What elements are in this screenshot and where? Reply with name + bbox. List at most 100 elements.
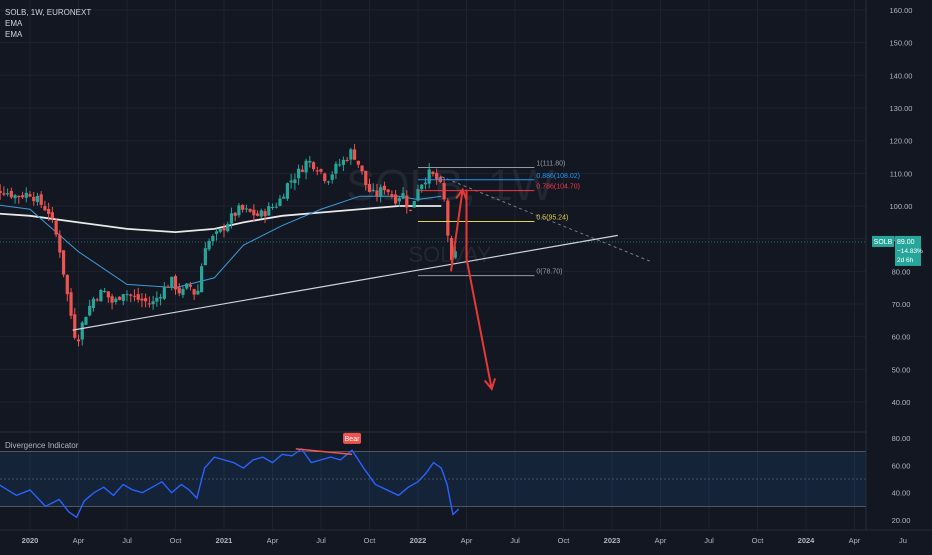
candle-up xyxy=(103,290,107,293)
candle-up xyxy=(203,248,207,266)
price-candles xyxy=(0,144,457,347)
price-axis-tick-label: 70.00 xyxy=(892,300,911,309)
rsi-axis-tick-label: 60.00 xyxy=(892,461,911,470)
price-axis-tick-label: 120.00 xyxy=(890,137,913,146)
time-axis-tick-label: Jul xyxy=(704,536,714,545)
candle-down xyxy=(255,213,260,216)
candle-down xyxy=(263,211,267,217)
candle-down xyxy=(73,314,77,338)
candle-up xyxy=(334,163,338,174)
candle-down xyxy=(233,212,237,216)
candle-up xyxy=(244,208,248,210)
time-axis-tick-label: Jul xyxy=(122,536,132,545)
fib-level-label: 0(78.70) xyxy=(536,269,562,276)
fib-level-label: 0.786(104.70) xyxy=(536,184,580,191)
price-axis-tick-label: 60.00 xyxy=(892,333,911,342)
candle-down xyxy=(319,169,323,172)
candle-down xyxy=(76,339,81,342)
candle-down xyxy=(375,190,379,197)
symbol-badge xyxy=(872,235,894,247)
candle-up xyxy=(379,187,383,197)
bear-label: Bear xyxy=(345,436,360,443)
projection-arrow-head xyxy=(483,378,497,391)
symbol-line[interactable]: SOLB, 1W, EURONEXT xyxy=(5,8,92,17)
candle-down xyxy=(446,200,450,236)
candle-down xyxy=(311,162,316,170)
candle-down xyxy=(323,173,327,182)
bar-countdown: 2d 6h xyxy=(897,257,914,264)
time-axis-tick-label: Apr xyxy=(655,536,667,545)
candle-down xyxy=(405,195,409,208)
candle-up xyxy=(226,224,230,232)
time-axis-tick-label: Jul xyxy=(510,536,520,545)
candle-up xyxy=(6,193,10,195)
time-axis-tick-label: 2023 xyxy=(604,536,621,545)
candle-up xyxy=(121,294,125,301)
candle-up xyxy=(170,276,174,288)
price-axis-tick-label: 150.00 xyxy=(890,39,913,48)
candle-up xyxy=(278,198,282,206)
candle-down xyxy=(252,209,256,216)
time-axis-tick-label: Oct xyxy=(170,536,183,545)
rsi-line xyxy=(0,447,460,519)
candle-up xyxy=(349,149,353,160)
candle-up xyxy=(304,160,308,173)
time-axis-tick-label: Ju xyxy=(899,536,907,545)
candle-up xyxy=(211,236,215,242)
price-axis-tick-label: 160.00 xyxy=(890,6,913,15)
price-axis-tick-label: 40.00 xyxy=(892,398,911,407)
candle-up xyxy=(185,283,189,289)
candle-down xyxy=(449,238,454,261)
candle-down xyxy=(110,296,114,303)
candle-up xyxy=(155,297,159,302)
candle-down xyxy=(248,208,252,212)
candle-down xyxy=(140,298,144,301)
candle-down xyxy=(69,292,73,316)
candle-down xyxy=(32,196,36,202)
candle-up xyxy=(267,206,271,216)
candle-up xyxy=(35,196,40,202)
candle-down xyxy=(61,250,66,275)
fib-level-label: 0.5(95.24) xyxy=(536,215,568,222)
candle-down xyxy=(54,220,58,235)
time-axis-tick-label: Jul xyxy=(316,536,326,545)
time-axis-bg xyxy=(0,530,932,550)
indicator-ema-2[interactable]: EMA xyxy=(5,30,23,39)
indicator-ema-1[interactable]: EMA xyxy=(5,19,23,28)
price-badge: SOLB 89.00 −14.83% 2d 6h xyxy=(872,235,923,266)
candle-down xyxy=(132,295,137,297)
candle-down xyxy=(241,205,245,210)
candle-down xyxy=(435,172,439,180)
ema-slow-line xyxy=(0,205,442,234)
price-badge-box xyxy=(895,235,921,266)
candle-up xyxy=(308,160,312,163)
candle-down xyxy=(65,274,69,295)
time-axis-tick-label: Apr xyxy=(461,536,473,545)
candle-up xyxy=(420,184,424,190)
price-axis-tick-label: 110.00 xyxy=(890,169,912,178)
price-axis-tick-label: 50.00 xyxy=(892,365,911,374)
price-axis-tick-label: 130.00 xyxy=(890,104,913,113)
divergence-indicator-label[interactable]: Divergence Indicator xyxy=(5,441,79,450)
fib-level-label: 1(111.80) xyxy=(536,160,565,167)
candle-down xyxy=(95,299,99,301)
user-drawings[interactable]: 1(111.80) 0.886(108.02) 0.786(104.70) 0.5(9… xyxy=(0,160,866,391)
candle-up xyxy=(270,207,275,209)
candle-down xyxy=(20,195,25,198)
candle-up xyxy=(289,180,293,183)
candle-down xyxy=(382,185,387,191)
candle-up xyxy=(207,241,211,250)
candle-down xyxy=(222,227,226,231)
candle-down xyxy=(2,193,6,195)
candle-up xyxy=(330,174,334,180)
price-axis-tick-label: 140.00 xyxy=(890,71,913,80)
symbol-badge-label: SOLB xyxy=(874,239,893,246)
candle-up xyxy=(218,228,222,232)
time-axis-tick-label: Oct xyxy=(752,536,765,545)
candle-up xyxy=(338,164,342,166)
candle-down xyxy=(352,149,357,160)
candle-up xyxy=(13,195,17,199)
candle-down xyxy=(364,170,368,185)
